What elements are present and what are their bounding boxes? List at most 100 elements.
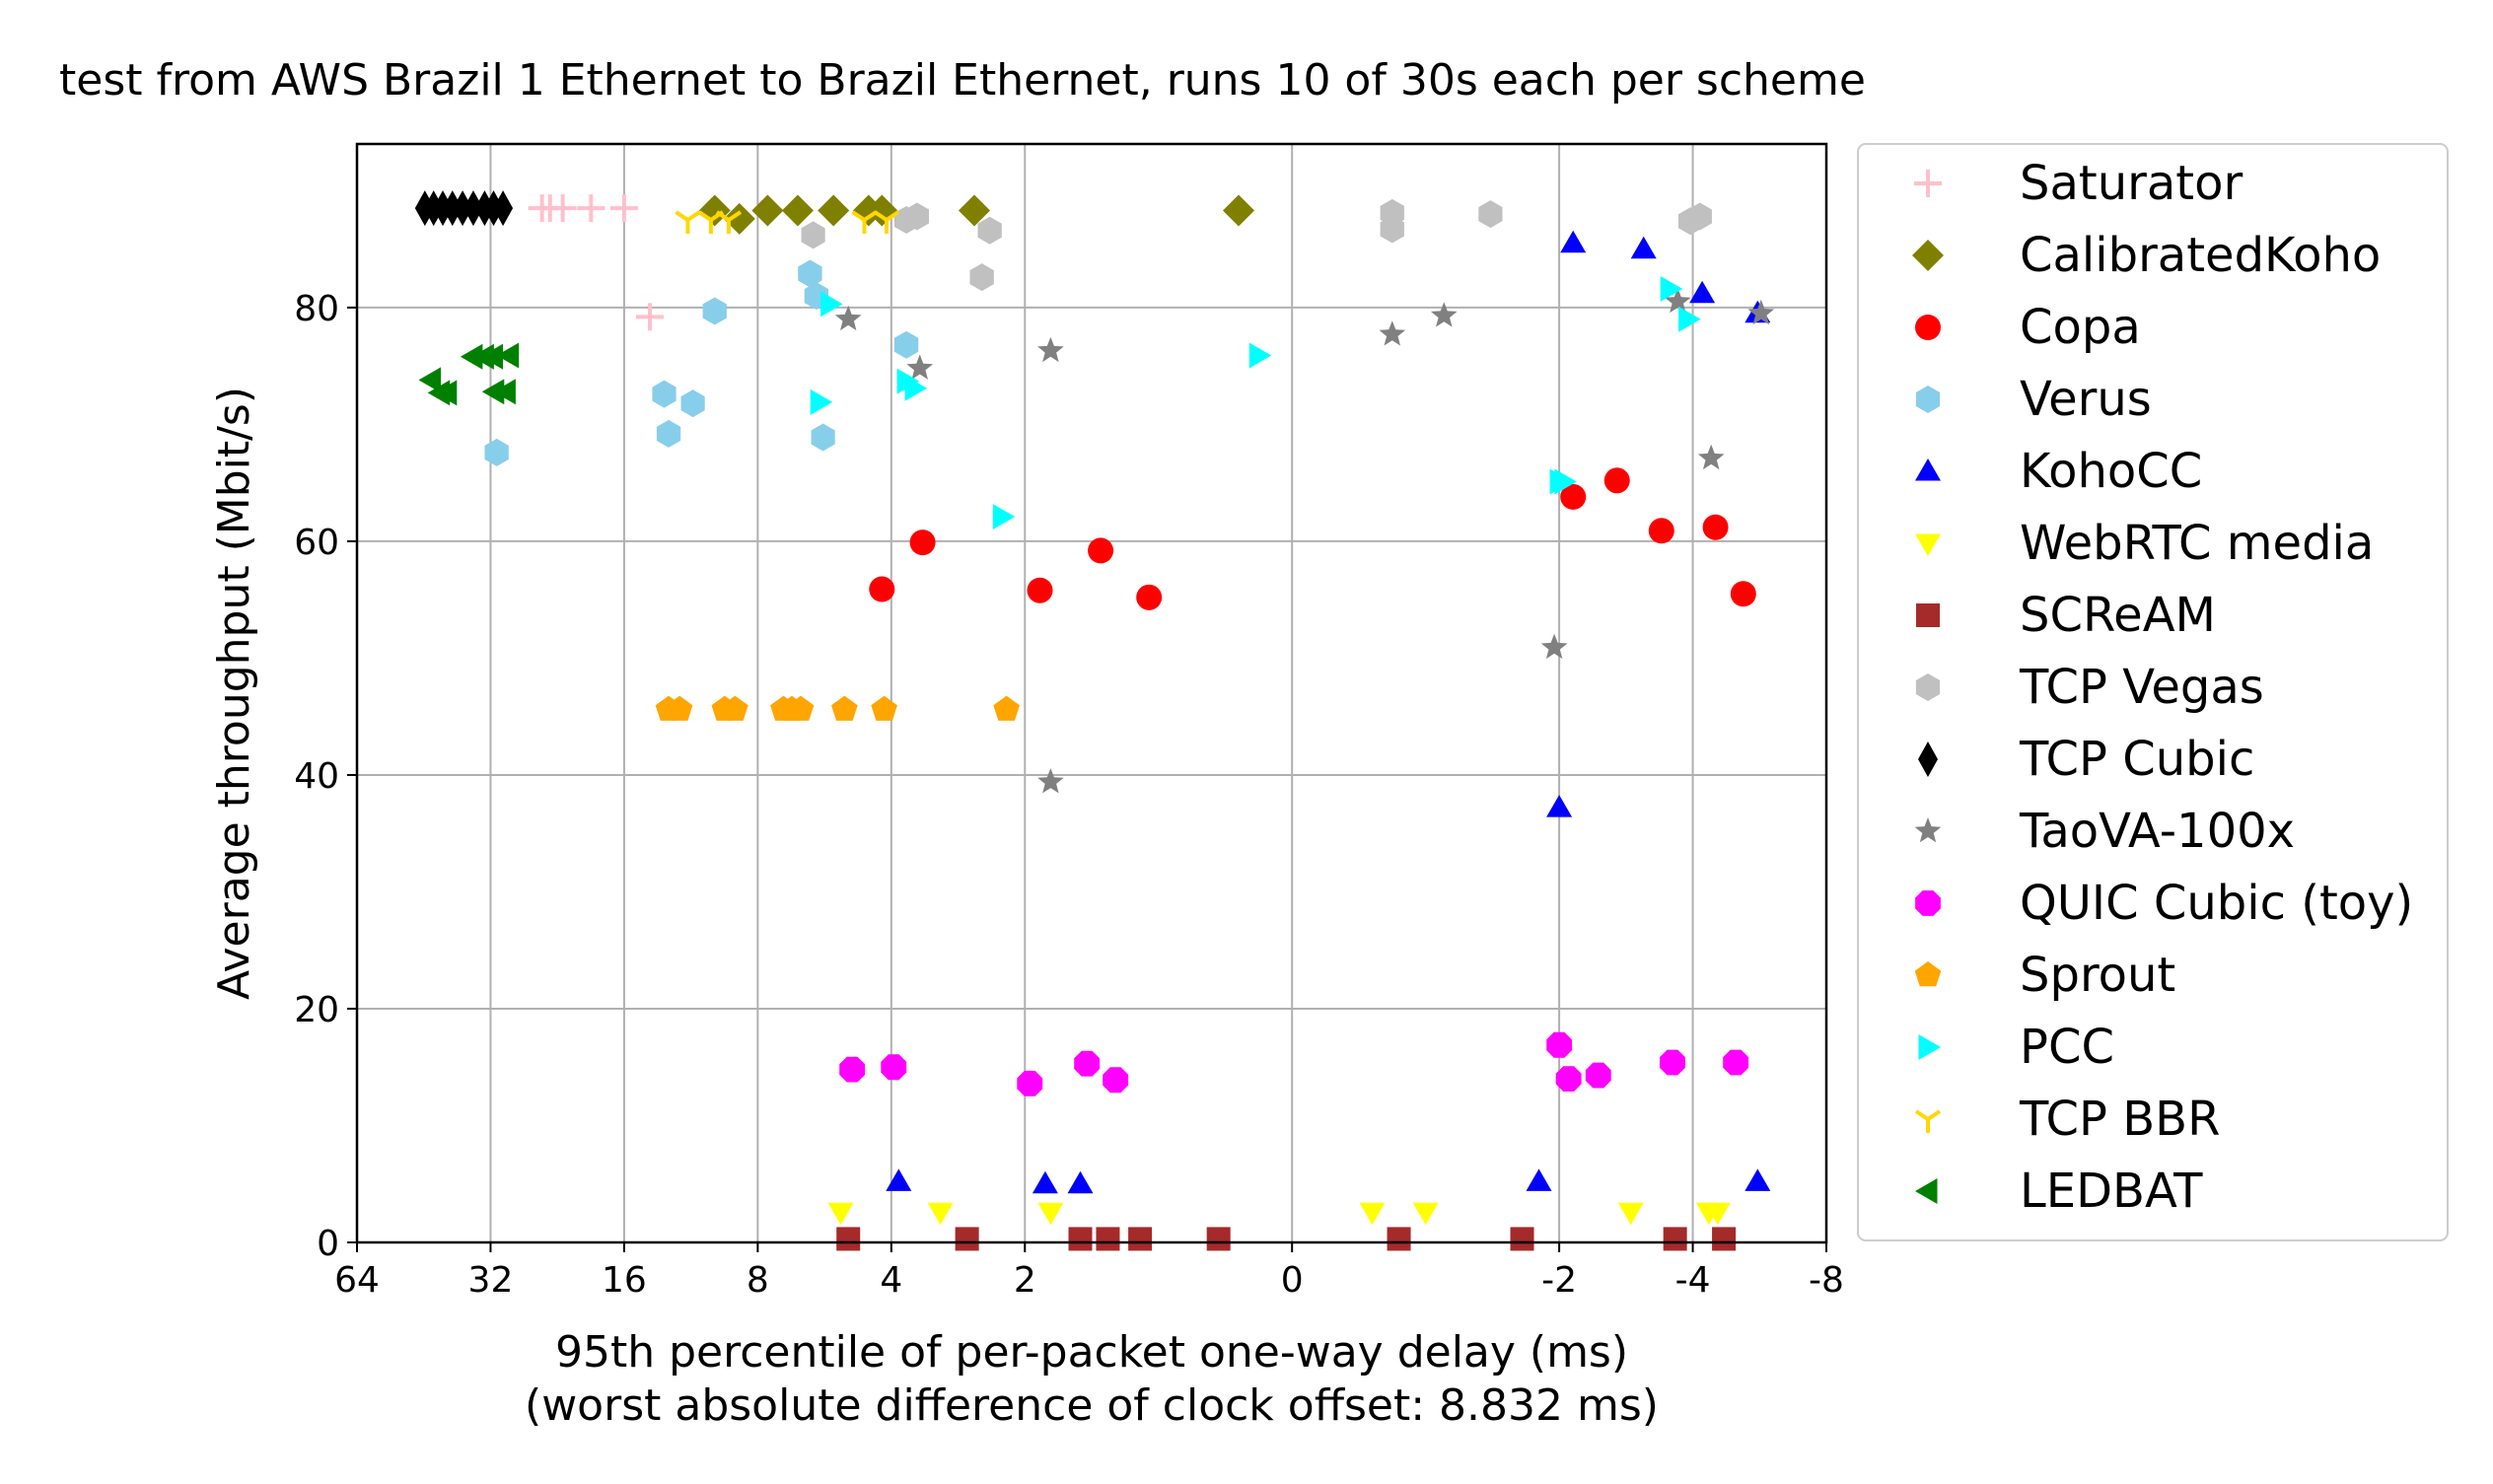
data-point bbox=[1380, 215, 1404, 244]
y-tick-label: 20 bbox=[294, 990, 339, 1030]
data-point bbox=[1128, 1227, 1153, 1251]
series-group bbox=[839, 1031, 1749, 1096]
legend-label: TCP Cubic bbox=[2019, 732, 2254, 787]
data-point bbox=[1712, 1227, 1737, 1251]
data-point bbox=[1387, 1227, 1411, 1251]
data-point bbox=[1723, 1049, 1749, 1076]
data-point bbox=[871, 695, 897, 721]
data-point bbox=[1555, 1066, 1582, 1092]
data-point bbox=[1546, 795, 1573, 817]
data-point bbox=[698, 194, 731, 227]
data-point bbox=[1478, 200, 1503, 229]
data-point bbox=[836, 1227, 861, 1251]
data-point bbox=[959, 194, 991, 227]
data-point bbox=[548, 194, 577, 223]
x-tick-label: -8 bbox=[1809, 1260, 1844, 1301]
data-point bbox=[1745, 1168, 1771, 1191]
data-point bbox=[715, 210, 743, 235]
data-point bbox=[1032, 1170, 1058, 1194]
legend-label: Copa bbox=[2020, 300, 2141, 355]
series-group bbox=[484, 259, 919, 466]
data-point bbox=[1074, 1050, 1101, 1077]
data-point bbox=[1730, 581, 1756, 607]
series-group bbox=[810, 276, 1701, 530]
data-point bbox=[1037, 1202, 1064, 1226]
data-point bbox=[1678, 306, 1701, 332]
data-point bbox=[751, 194, 784, 227]
data-point bbox=[1585, 1062, 1611, 1089]
data-point bbox=[781, 194, 814, 227]
legend: Saturator CalibratedKoho Copa Verus KohoCC We… bbox=[1857, 143, 2449, 1241]
data-point bbox=[1088, 537, 1114, 564]
series-group bbox=[886, 230, 1771, 1194]
legend-marker bbox=[1916, 603, 1940, 627]
legend-label: PCC bbox=[2020, 1020, 2114, 1075]
data-point bbox=[1526, 1168, 1552, 1191]
data-point bbox=[1206, 1227, 1231, 1251]
y-tick-label: 0 bbox=[317, 1224, 339, 1264]
x-tick-label: -2 bbox=[1541, 1260, 1577, 1301]
data-point bbox=[652, 380, 677, 408]
data-point bbox=[480, 343, 503, 370]
data-points bbox=[414, 190, 1775, 1251]
data-point bbox=[893, 330, 919, 359]
legend-marker bbox=[1918, 1034, 1941, 1060]
legend-marker bbox=[1915, 673, 1941, 701]
legend-marker bbox=[1914, 1109, 1942, 1133]
data-point bbox=[1660, 1049, 1685, 1076]
data-point bbox=[460, 343, 483, 370]
data-point bbox=[969, 263, 994, 292]
chart-title: test from AWS Brazil 1 Ethernet to Brazi… bbox=[59, 55, 1866, 106]
data-point bbox=[442, 190, 463, 227]
data-point bbox=[906, 354, 933, 380]
legend-label: WebRTC media bbox=[2020, 516, 2374, 571]
data-point bbox=[666, 695, 693, 721]
data-point bbox=[827, 1202, 854, 1226]
x-tick-label: 0 bbox=[1281, 1260, 1304, 1301]
data-point bbox=[722, 695, 748, 721]
data-point bbox=[493, 379, 516, 405]
y-tick-label: 60 bbox=[294, 523, 339, 563]
legend-label: SCReAM bbox=[2020, 588, 2216, 643]
data-point bbox=[1430, 302, 1458, 327]
data-point bbox=[636, 303, 665, 331]
data-point bbox=[886, 1168, 912, 1191]
legend-label: TCP Vegas bbox=[2019, 660, 2264, 715]
data-point bbox=[418, 367, 441, 393]
series-group bbox=[528, 194, 665, 331]
data-point bbox=[896, 368, 920, 394]
data-point bbox=[1630, 236, 1657, 259]
legend-marker bbox=[1915, 459, 1941, 481]
legend-label: QUIC Cubic (toy) bbox=[2020, 876, 2413, 931]
legend-marker bbox=[1914, 961, 1942, 987]
series-group bbox=[675, 210, 900, 235]
data-point bbox=[1665, 288, 1691, 314]
data-point bbox=[1379, 320, 1406, 346]
x-axis-label: 95th percentile of per-packet one-way de… bbox=[555, 1327, 1628, 1378]
data-point bbox=[1103, 1067, 1129, 1094]
legend-entries: Saturator CalibratedKoho Copa Verus KohoCC We… bbox=[1912, 156, 2413, 1219]
x-tick-label: 2 bbox=[1014, 1260, 1036, 1301]
data-point bbox=[1648, 518, 1674, 544]
x-tick-label: 8 bbox=[747, 1260, 769, 1301]
data-point bbox=[1560, 483, 1587, 510]
data-point bbox=[869, 576, 895, 602]
legend-frame bbox=[1857, 143, 2449, 1241]
data-point bbox=[656, 419, 681, 448]
data-point bbox=[453, 190, 473, 227]
legend-label: KohoCC bbox=[2020, 444, 2202, 499]
data-point bbox=[496, 342, 520, 369]
data-point bbox=[1096, 1227, 1120, 1251]
series-group bbox=[698, 194, 1254, 235]
data-point bbox=[810, 389, 833, 415]
data-point bbox=[1702, 514, 1729, 540]
data-point bbox=[1603, 467, 1630, 494]
data-point bbox=[909, 530, 936, 556]
data-point bbox=[881, 1054, 907, 1081]
legend-marker bbox=[1915, 890, 1941, 916]
data-point bbox=[1704, 1202, 1731, 1226]
data-point bbox=[1068, 1227, 1093, 1251]
data-point bbox=[831, 695, 858, 721]
legend-label: TCP BBR bbox=[2019, 1092, 2220, 1147]
